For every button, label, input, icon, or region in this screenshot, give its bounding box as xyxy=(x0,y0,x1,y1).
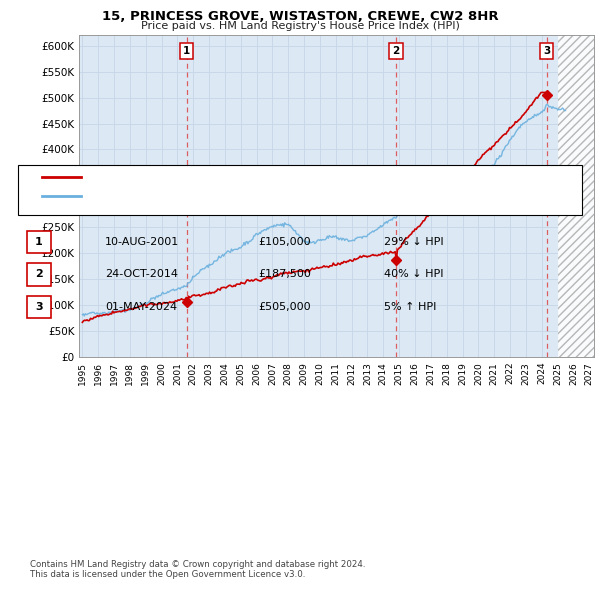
Text: 1: 1 xyxy=(183,46,191,56)
Text: £505,000: £505,000 xyxy=(258,302,311,312)
Text: HPI: Average price, detached house, Cheshire East: HPI: Average price, detached house, Ches… xyxy=(87,191,340,201)
Text: 1: 1 xyxy=(35,237,43,247)
Text: 3: 3 xyxy=(544,46,551,56)
Text: 10-AUG-2001: 10-AUG-2001 xyxy=(105,237,179,247)
Text: 5% ↑ HPI: 5% ↑ HPI xyxy=(384,302,436,312)
Text: 15, PRINCESS GROVE, WISTASTON, CREWE, CW2 8HR: 15, PRINCESS GROVE, WISTASTON, CREWE, CW… xyxy=(101,10,499,23)
Text: 40% ↓ HPI: 40% ↓ HPI xyxy=(384,270,443,279)
Text: £105,000: £105,000 xyxy=(258,237,311,247)
Text: 15, PRINCESS GROVE, WISTASTON, CREWE, CW2 8HR (detached house): 15, PRINCESS GROVE, WISTASTON, CREWE, CW… xyxy=(87,172,445,182)
Text: Contains HM Land Registry data © Crown copyright and database right 2024.
This d: Contains HM Land Registry data © Crown c… xyxy=(30,560,365,579)
Text: 3: 3 xyxy=(35,302,43,312)
Text: 2: 2 xyxy=(35,270,43,279)
Text: Price paid vs. HM Land Registry's House Price Index (HPI): Price paid vs. HM Land Registry's House … xyxy=(140,21,460,31)
Text: 24-OCT-2014: 24-OCT-2014 xyxy=(105,270,178,279)
Text: 01-MAY-2024: 01-MAY-2024 xyxy=(105,302,177,312)
Text: 29% ↓ HPI: 29% ↓ HPI xyxy=(384,237,443,247)
Text: 2: 2 xyxy=(392,46,400,56)
Text: £187,500: £187,500 xyxy=(258,270,311,279)
